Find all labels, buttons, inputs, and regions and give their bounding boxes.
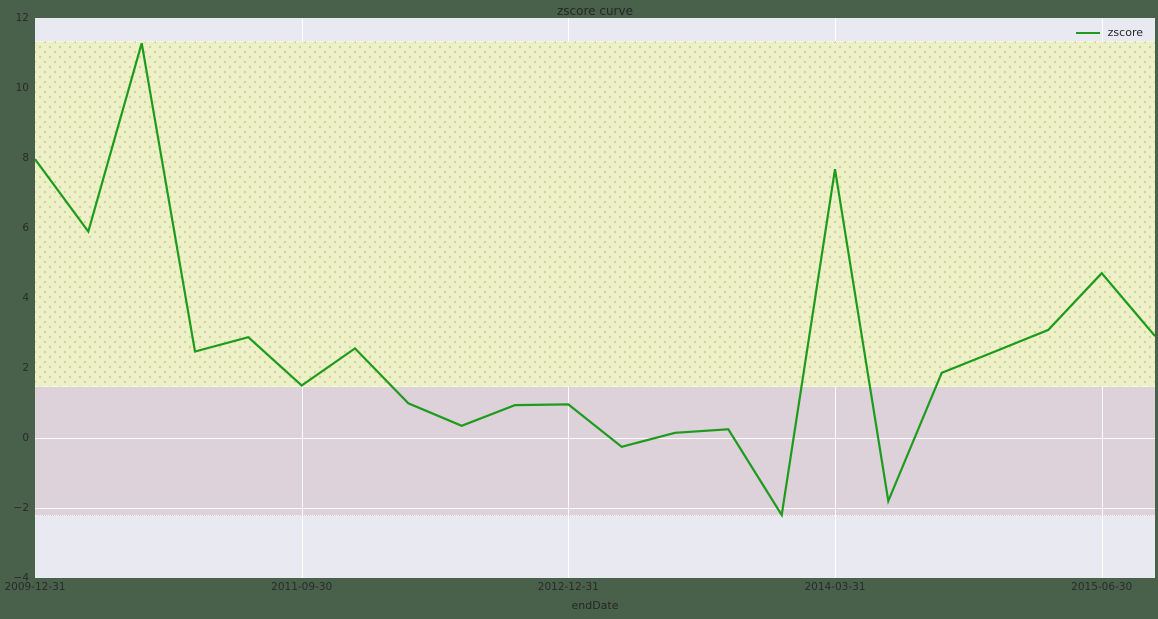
y-tick-label: 2 [22, 362, 29, 374]
y-tick-label: 0 [22, 432, 29, 444]
x-tick-label: 2014-03-31 [804, 581, 866, 593]
y-tick-label: 4 [22, 292, 29, 304]
legend-line-swatch [1075, 31, 1100, 34]
x-tick-label: 2011-09-30 [271, 581, 333, 593]
x-tick-label: 2009-12-31 [4, 581, 66, 593]
zscore-line-series [35, 42, 1155, 519]
legend-label: zscore [1107, 26, 1143, 39]
plot-area: zscore [35, 18, 1155, 578]
x-tick-label: 2015-06-30 [1071, 581, 1133, 593]
y-tick-label: 8 [22, 152, 29, 164]
lower-threshold-band [35, 385, 1155, 516]
y-tick-label: −4 [13, 572, 29, 584]
y-tick-label: 10 [15, 82, 29, 94]
upper-threshold-band [35, 41, 1155, 388]
horizontal-gridline [35, 438, 1155, 439]
x-tick-label: 2012-12-31 [537, 581, 599, 593]
chart-title: zscore curve [557, 4, 633, 18]
x-axis-label: endDate [571, 599, 619, 612]
y-tick-label: −2 [13, 502, 29, 514]
y-tick-label: 6 [22, 222, 29, 234]
legend: zscore [1075, 26, 1143, 39]
horizontal-gridline [35, 508, 1155, 509]
y-tick-label: 12 [15, 12, 29, 24]
